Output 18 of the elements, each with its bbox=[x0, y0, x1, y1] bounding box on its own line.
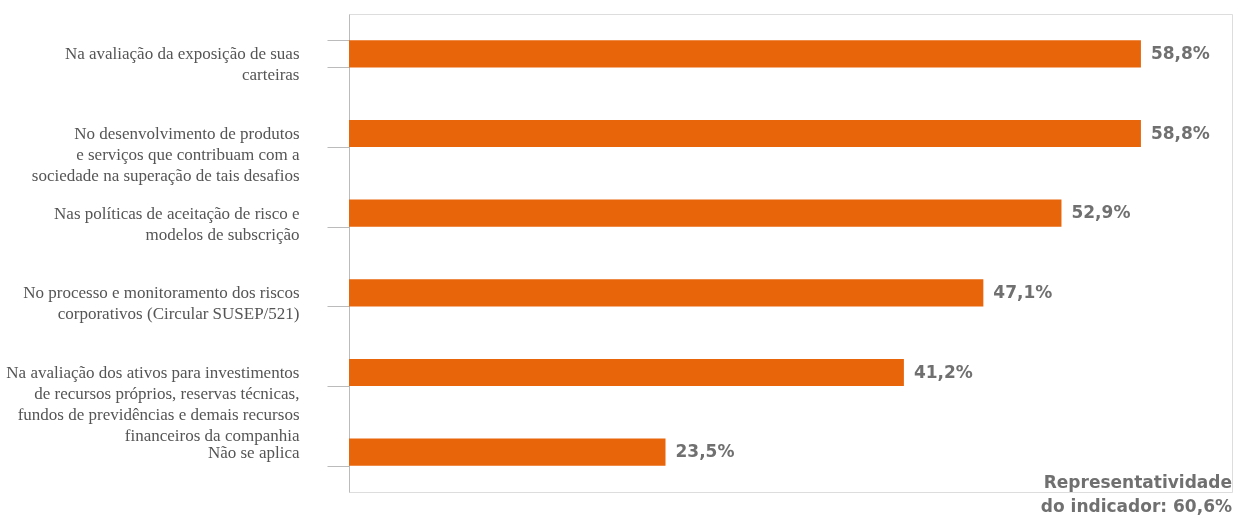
y-tick-label: No processo e monitoramento dos riscos corporativos (Circular SUSEP/521) bbox=[23, 283, 300, 324]
bar bbox=[349, 279, 984, 307]
bar bbox=[349, 119, 1141, 148]
y-tick-label: No desenvolvimento de produtos e serviços que contribuam com a sociedade na superação de tais desafios bbox=[31, 124, 300, 185]
y-tick-label: Nas políticas de aceitação de risco e modelos de subscrição bbox=[54, 203, 300, 244]
bar bbox=[349, 40, 1141, 68]
data-label: 41,2% bbox=[913, 361, 973, 382]
annotation: Representatividade do indicador: 60,6% bbox=[1040, 472, 1232, 516]
data-label: 58,8% bbox=[1150, 42, 1210, 63]
bar bbox=[349, 438, 666, 466]
data-label: 58,8% bbox=[1150, 122, 1210, 143]
bar bbox=[349, 358, 904, 387]
bar bbox=[349, 199, 1062, 227]
data-label: 47,1% bbox=[993, 281, 1053, 302]
data-label: 23,5% bbox=[675, 441, 735, 462]
y-tick-label: Na avaliação da exposição de suas carteiras bbox=[64, 44, 300, 85]
y-tick-label: Na avaliação dos ativos para investimentos de recursos próprios, reservas técnicas, fundos de previdências e demais recursos financeiros da companhia bbox=[6, 363, 300, 445]
data-label: 52,9% bbox=[1071, 202, 1131, 223]
